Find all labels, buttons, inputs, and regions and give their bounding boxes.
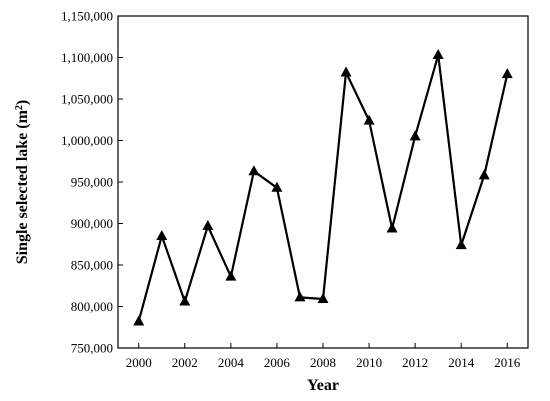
series-line <box>137 53 509 322</box>
x-tick-label: 2008 <box>310 355 336 370</box>
y-tick-label: 750,000 <box>71 341 113 356</box>
x-tick-label: 2012 <box>402 355 428 370</box>
x-tick-label: 2010 <box>356 355 382 370</box>
data-point-triangle <box>133 315 145 326</box>
y-tick-label: 900,000 <box>71 216 113 231</box>
data-point-triangle <box>225 270 237 281</box>
x-tick-label: 2016 <box>494 355 521 370</box>
y-axis-ticks: 750,000 800,000 850,000 900,000 950,000 1,000… <box>61 9 123 356</box>
data-point-triangle <box>179 295 191 306</box>
y-tick-label: 1,100,000 <box>61 50 113 65</box>
y-tick-label: 800,000 <box>71 299 113 314</box>
x-tick-label: 2006 <box>264 355 291 370</box>
y-tick-label: 1,050,000 <box>61 92 113 107</box>
data-point-triangle <box>455 239 467 250</box>
x-tick-label: 2002 <box>172 355 198 370</box>
y-tick-label: 950,000 <box>71 175 113 190</box>
data-point-triangle <box>501 68 513 79</box>
data-point-triangle <box>156 229 168 240</box>
plot-frame <box>117 15 529 349</box>
x-tick-label: 2014 <box>448 355 475 370</box>
series-markers <box>133 49 513 326</box>
x-tick-label: 2000 <box>126 355 152 370</box>
y-axis-title-main: Single selected lake (m <box>14 109 31 264</box>
y-axis-title-suffix: ) <box>14 100 31 105</box>
y-tick-label: 1,000,000 <box>61 133 113 148</box>
data-point-triangle <box>432 49 444 60</box>
x-tick-label: 2004 <box>218 355 245 370</box>
data-point-triangle <box>340 66 352 77</box>
y-axis-title-superscript: 2 <box>14 105 25 110</box>
data-point-triangle <box>294 291 306 302</box>
data-point-triangle <box>386 222 398 233</box>
y-tick-label: 850,000 <box>71 258 113 273</box>
data-point-triangle <box>248 165 260 176</box>
y-tick-label: 1,150,000 <box>61 9 113 24</box>
data-point-triangle <box>409 130 421 141</box>
x-axis-ticks: 2000 2002 2004 2006 2008 2010 2012 2014 2016 <box>126 343 521 370</box>
data-point-triangle <box>271 181 283 192</box>
y-axis-title: Single selected lake (m2) <box>14 100 32 265</box>
data-point-triangle <box>317 293 329 304</box>
x-axis-title: Year <box>307 377 339 394</box>
data-point-triangle <box>363 114 375 125</box>
data-point-triangle <box>478 169 490 180</box>
data-point-triangle <box>202 219 214 230</box>
